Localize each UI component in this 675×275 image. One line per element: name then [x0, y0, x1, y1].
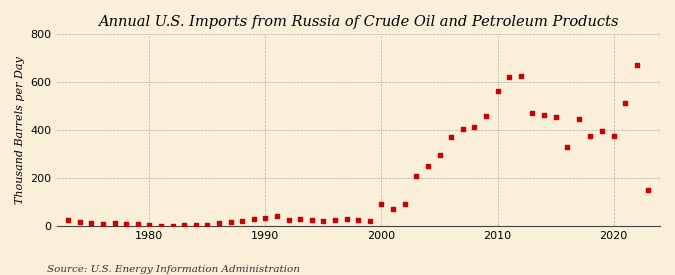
- Point: [562, 145, 572, 149]
- Point: [515, 74, 526, 78]
- Point: [284, 218, 294, 222]
- Point: [539, 112, 549, 117]
- Point: [434, 153, 445, 158]
- Point: [585, 134, 596, 138]
- Point: [248, 216, 259, 221]
- Point: [550, 115, 561, 119]
- Point: [469, 124, 480, 129]
- Point: [631, 63, 642, 68]
- Point: [202, 222, 213, 227]
- Point: [318, 219, 329, 223]
- Point: [271, 214, 282, 219]
- Title: Annual U.S. Imports from Russia of Crude Oil and Petroleum Products: Annual U.S. Imports from Russia of Crude…: [98, 15, 618, 29]
- Point: [342, 216, 352, 221]
- Point: [121, 222, 132, 226]
- Y-axis label: Thousand Barrels per Day: Thousand Barrels per Day: [15, 56, 25, 204]
- Point: [295, 216, 306, 221]
- Point: [179, 223, 190, 228]
- Point: [597, 129, 608, 133]
- Point: [74, 220, 85, 224]
- Point: [260, 215, 271, 220]
- Point: [504, 75, 514, 80]
- Point: [573, 117, 584, 122]
- Point: [353, 218, 364, 222]
- Point: [643, 188, 654, 192]
- Point: [86, 221, 97, 226]
- Point: [481, 114, 491, 118]
- Point: [492, 88, 503, 93]
- Text: Source: U.S. Energy Information Administration: Source: U.S. Energy Information Administ…: [47, 265, 300, 274]
- Point: [213, 221, 224, 226]
- Point: [109, 221, 120, 226]
- Point: [423, 164, 433, 168]
- Point: [155, 224, 166, 228]
- Point: [167, 224, 178, 228]
- Point: [446, 135, 456, 139]
- Point: [411, 174, 422, 178]
- Point: [376, 202, 387, 207]
- Point: [527, 111, 538, 116]
- Point: [387, 207, 398, 211]
- Point: [364, 219, 375, 223]
- Point: [63, 218, 74, 222]
- Point: [144, 223, 155, 228]
- Point: [190, 222, 201, 227]
- Point: [237, 219, 248, 223]
- Point: [329, 218, 340, 222]
- Point: [225, 220, 236, 224]
- Point: [608, 134, 619, 138]
- Point: [306, 218, 317, 222]
- Point: [620, 100, 630, 105]
- Point: [132, 222, 143, 226]
- Point: [458, 127, 468, 131]
- Point: [400, 202, 410, 207]
- Point: [98, 222, 109, 226]
